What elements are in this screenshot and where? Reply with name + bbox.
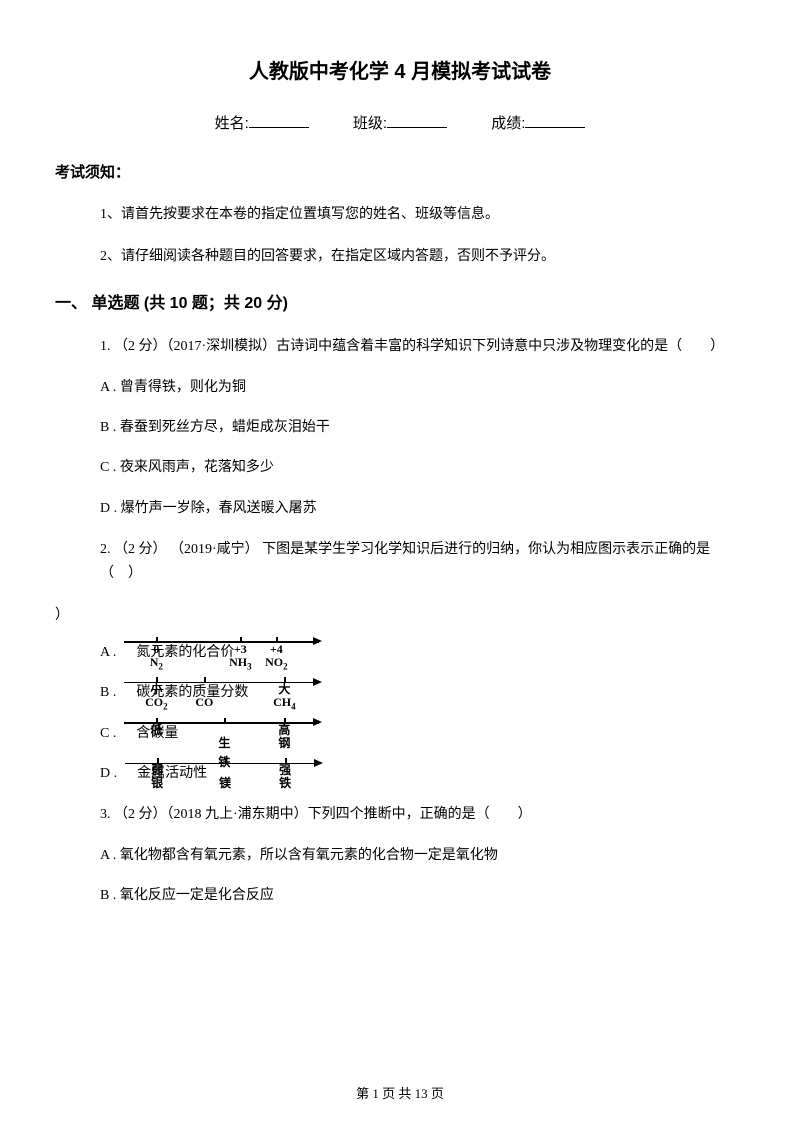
q2-option-a: A . N2 NH3 NO2 0 +3 +4 氮元素的化合价: [100, 642, 745, 664]
section-header: 一、 单选题 (共 10 题；共 20 分): [55, 289, 745, 313]
q1-option-a: A . 曾青得铁，则化为铜: [100, 377, 745, 399]
q2-a-label: A .: [100, 642, 116, 664]
exam-title: 人教版中考化学 4 月模拟考试试卷: [55, 55, 745, 84]
name-label: 姓名:: [215, 115, 249, 132]
score-label: 成绩:: [491, 115, 525, 132]
notice-item-2: 2、请仔细阅读各种题目的回答要求，在指定区域内答题，否则不予评分。: [100, 246, 745, 268]
class-blank[interactable]: [387, 127, 447, 128]
q3-option-b: B . 氧化反应一定是化合反应: [100, 885, 745, 907]
q3-option-a: A . 氧化物都含有氧元素，所以含有氧元素的化合物一定是氧化物: [100, 845, 745, 867]
q2-c-label: C .: [100, 723, 116, 745]
q2-stem-close: ）: [55, 604, 745, 624]
q1-option-d: D . 爆竹声一岁除，春风送暖入屠苏: [100, 498, 745, 520]
q2-option-b: B . CO2 CO CH4 小 大 碳元素的质量分数: [100, 682, 745, 704]
class-label: 班级:: [353, 115, 387, 132]
notice-title: 考试须知：: [55, 161, 745, 182]
score-blank[interactable]: [525, 127, 585, 128]
name-blank[interactable]: [249, 127, 309, 128]
q2-d-desc: 金属活动性: [137, 763, 207, 785]
q1-option-b: B . 春蚕到死丝方尽，蜡炬成灰泪始干: [100, 417, 745, 439]
student-info-line: 姓名: 班级: 成绩:: [55, 112, 745, 133]
q2-option-d: D . 银 镁 铁 弱 强 金属活动性: [100, 763, 745, 785]
q2-stem: 2. （2 分） （2019·咸宁） 下图是某学生学习化学知识后进行的归纳，你认…: [100, 538, 745, 586]
page-footer: 第 1 页 共 13 页: [0, 1083, 800, 1102]
q1-option-c: C . 夜来风雨声，花落知多少: [100, 457, 745, 479]
q2-option-c: C . 生铁 钢 低 高 含碳量: [100, 723, 745, 745]
notice-item-1: 1、请首先按要求在本卷的指定位置填写您的姓名、班级等信息。: [100, 204, 745, 226]
q2-b-label: B .: [100, 682, 116, 704]
q3-stem: 3. （2 分）（2018 九上·浦东期中）下列四个推断中，正确的是（ ）: [100, 803, 745, 827]
q2-d-label: D .: [100, 763, 117, 785]
q1-stem: 1. （2 分）（2017·深圳模拟）古诗词中蕴含着丰富的科学知识下列诗意中只涉…: [100, 335, 745, 359]
